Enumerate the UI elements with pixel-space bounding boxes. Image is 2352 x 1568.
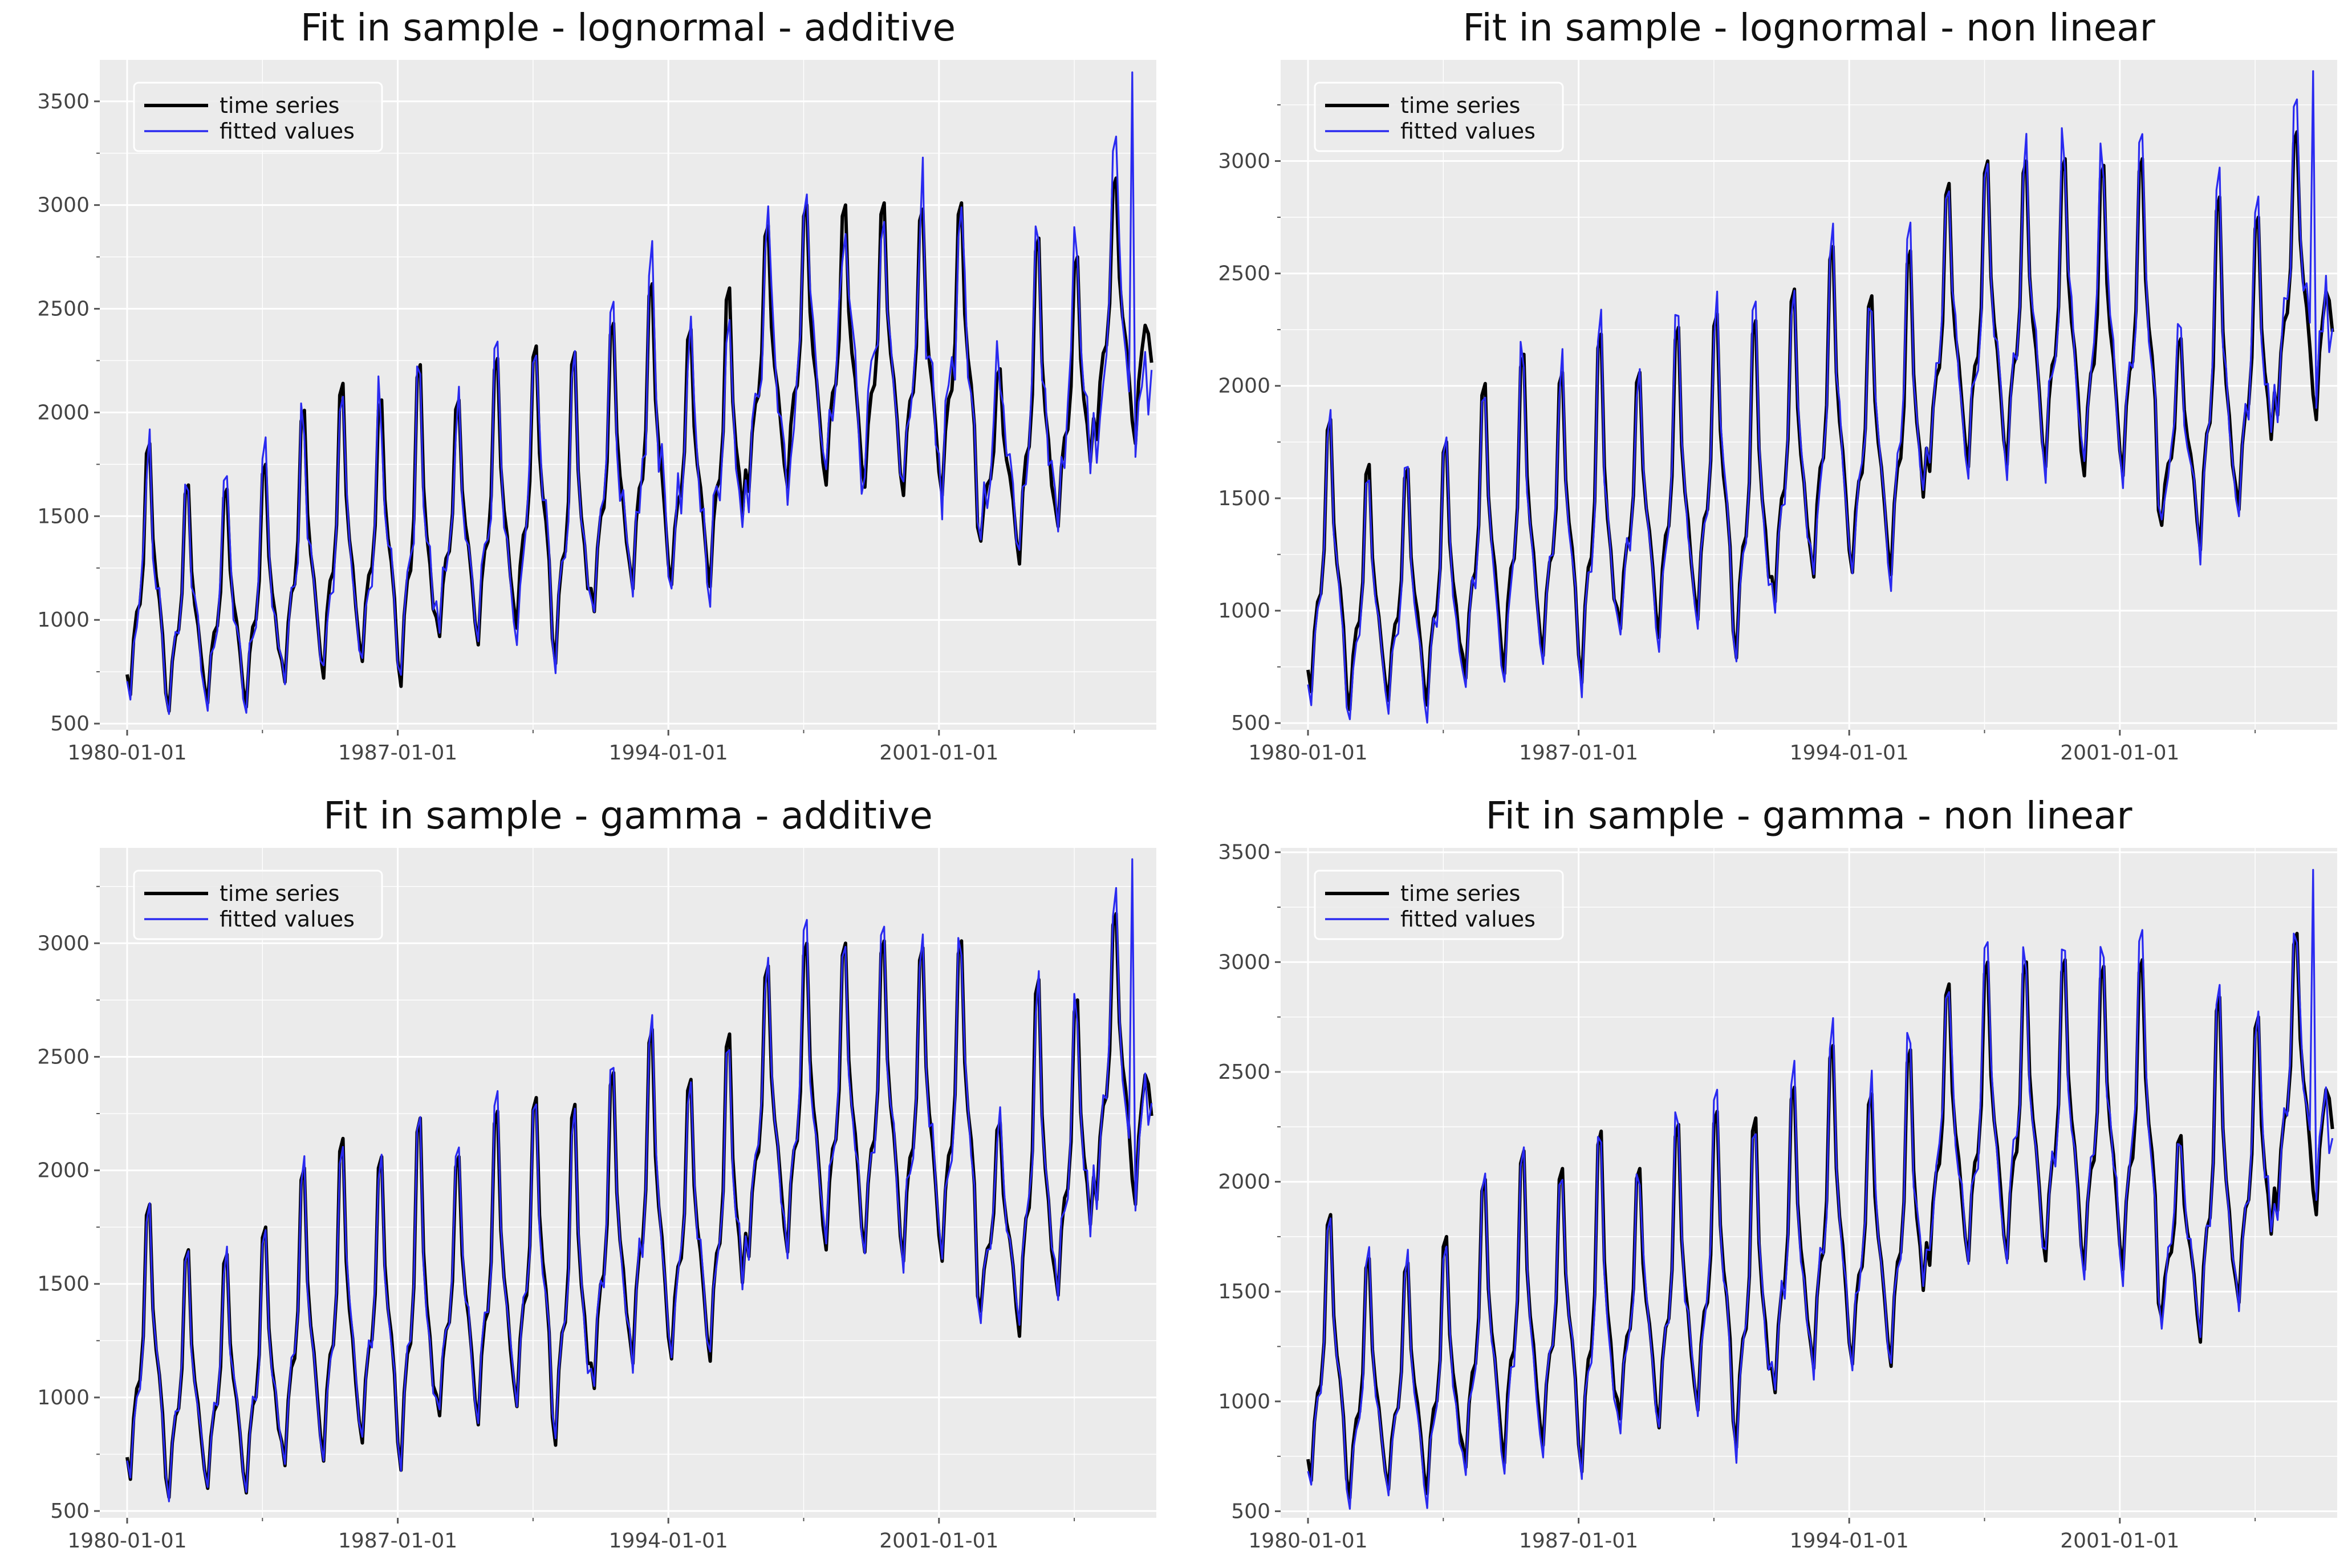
y-tick-label: 1000: [37, 608, 90, 632]
chart-title: Fit in sample - gamma - additive: [323, 794, 933, 838]
y-tick-label: 1500: [37, 505, 90, 528]
y-tick-label: 2000: [1218, 375, 1270, 398]
x-tick-label: 1987-01-01: [338, 741, 457, 765]
plot-area: [1281, 848, 2337, 1518]
y-tick-label: 3000: [1218, 950, 1270, 974]
y-tick-label: 500: [1231, 712, 1270, 735]
legend-label-fitted-values: fitted values: [220, 907, 355, 932]
y-tick-label: 500: [50, 712, 90, 736]
subplot-gamma-additive: Fit in sample - gamma - additive 500 1000 1…: [37, 794, 1156, 1553]
y-tick-label: 2500: [1218, 262, 1270, 286]
subplot-lognormal-non-linear: Fit in sample - lognormal - non linear 50…: [1218, 6, 2337, 765]
x-tick-label: 2001-01-01: [879, 741, 998, 765]
y-tick-label: 1500: [1218, 1280, 1270, 1303]
legend-label-time-series: time series: [1400, 881, 1520, 906]
y-tick-label: 3000: [37, 194, 90, 217]
x-tick-label: 1980-01-01: [67, 741, 186, 765]
y-tick-label: 3500: [1218, 841, 1270, 864]
series-line-fitted-values: [1307, 868, 2334, 1510]
y-tick-label: 2500: [37, 1045, 90, 1069]
y-tick-label: 500: [1231, 1500, 1270, 1523]
y-tick-label: 2000: [1218, 1171, 1270, 1194]
y-tick-label: 2000: [37, 401, 90, 424]
subplot-lognormal-additive: Fit in sample - lognormal - additive 500 1…: [37, 6, 1156, 765]
y-tick-label: 1000: [37, 1386, 90, 1409]
x-tick-label: 1987-01-01: [1519, 741, 1638, 765]
x-tick-label: 1994-01-01: [1790, 741, 1909, 765]
x-tick-label: 1980-01-01: [1248, 1529, 1367, 1553]
series-line-fitted-values: [1307, 70, 2334, 724]
legend-box: [133, 82, 383, 152]
x-tick-label: 1980-01-01: [1248, 741, 1367, 765]
chart-title: Fit in sample - lognormal - non linear: [1463, 6, 2155, 50]
legend-box: [1314, 870, 1564, 940]
x-tick-label: 1994-01-01: [609, 1529, 728, 1553]
y-tick-label: 1000: [1218, 599, 1270, 623]
x-tick-label: 1994-01-01: [609, 741, 728, 765]
series-line-fitted-values: [126, 71, 1153, 715]
x-tick-label: 2001-01-01: [2060, 1529, 2179, 1553]
legend-box: [133, 870, 383, 940]
legend-label-fitted-values: fitted values: [1400, 119, 1535, 144]
legend-label-time-series: time series: [1400, 93, 1520, 118]
y-tick-label: 2500: [37, 298, 90, 321]
legend-label-time-series: time series: [220, 881, 339, 906]
subplot-gamma-non-linear: Fit in sample - gamma - non linear 500 100…: [1218, 794, 2337, 1553]
y-tick-label: 2000: [37, 1159, 90, 1183]
x-tick-label: 2001-01-01: [879, 1529, 998, 1553]
y-tick-label: 3000: [1218, 149, 1270, 173]
legend-box: [1314, 82, 1564, 152]
y-tick-label: 500: [50, 1500, 90, 1523]
x-tick-label: 1987-01-01: [338, 1529, 457, 1553]
series-line-fitted-values: [126, 858, 1153, 1502]
y-tick-label: 3000: [37, 932, 90, 955]
x-tick-label: 1987-01-01: [1519, 1529, 1638, 1553]
legend-label-time-series: time series: [220, 93, 339, 118]
y-tick-label: 1000: [1218, 1390, 1270, 1413]
chart-title: Fit in sample - gamma - non linear: [1485, 794, 2132, 838]
chart-title: Fit in sample - lognormal - additive: [300, 6, 956, 50]
legend-label-fitted-values: fitted values: [220, 119, 355, 144]
x-tick-label: 1980-01-01: [67, 1529, 186, 1553]
x-tick-label: 1994-01-01: [1790, 1529, 1909, 1553]
y-tick-label: 1500: [1218, 487, 1270, 510]
legend-label-fitted-values: fitted values: [1400, 907, 1535, 932]
y-tick-label: 2500: [1218, 1061, 1270, 1084]
x-tick-label: 2001-01-01: [2060, 741, 2179, 765]
y-tick-label: 1500: [37, 1273, 90, 1296]
y-tick-label: 3500: [37, 90, 90, 113]
plot-area: [100, 848, 1156, 1518]
